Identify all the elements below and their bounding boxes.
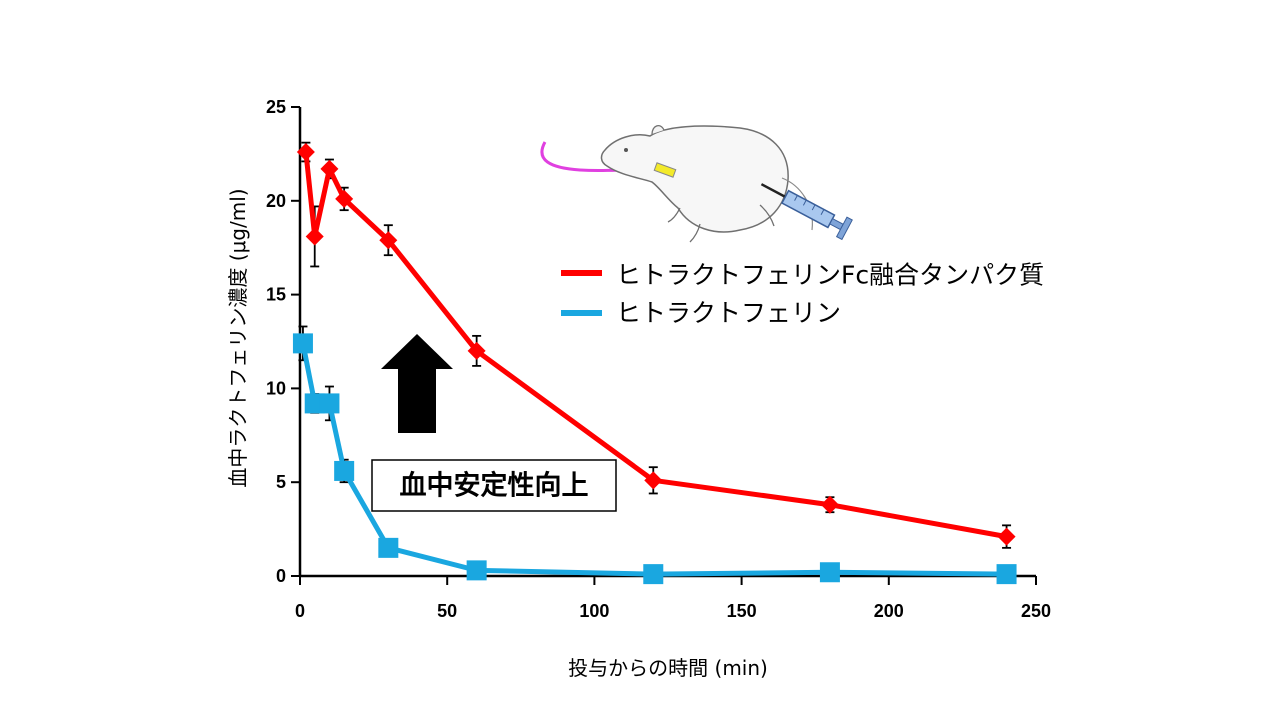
x-tick-label: 150	[727, 601, 757, 621]
data-point	[379, 231, 398, 250]
x-tick-label: 250	[1021, 601, 1051, 621]
syringe-icon	[760, 183, 853, 241]
x-axis-title: 投与からの時間 (min)	[568, 656, 768, 680]
data-point	[320, 159, 339, 178]
series-layer	[292, 141, 1017, 585]
y-tick-label: 15	[266, 285, 286, 305]
up-arrow-icon	[381, 334, 453, 433]
data-point	[820, 495, 839, 514]
data-point	[819, 562, 840, 583]
data-point	[997, 527, 1016, 546]
data-point	[644, 471, 663, 490]
x-tick-label: 0	[295, 601, 305, 621]
y-axis: 0 5 10 15 20 25	[266, 97, 302, 586]
annotation-text: 血中安定性向上	[400, 470, 589, 502]
y-tick-label: 10	[266, 378, 286, 398]
data-point	[296, 143, 315, 162]
y-axis-title: 血中ラクトフェリン濃度 (μg/ml)	[226, 188, 250, 487]
legend-label-lf: ヒトラクトフェリン	[616, 299, 841, 328]
x-tick-label: 100	[579, 601, 609, 621]
x-tick-label: 200	[874, 601, 904, 621]
y-tick-label: 0	[276, 566, 286, 586]
y-tick-label: 20	[266, 191, 286, 211]
series-lactoferrin	[292, 325, 1017, 585]
data-point	[996, 564, 1017, 585]
y-tick-label: 5	[276, 472, 286, 492]
x-tick-label: 50	[437, 601, 457, 621]
data-point	[643, 564, 664, 585]
legend-item-fc: ヒトラクトフェリンFc融合タンパク質	[561, 261, 1044, 290]
x-axis: 0 50 100 150 200 250	[295, 574, 1051, 621]
data-point	[292, 333, 313, 354]
data-point	[334, 460, 355, 481]
legend-label-fc: ヒトラクトフェリンFc融合タンパク質	[616, 261, 1044, 290]
series-fc-fusion	[296, 141, 1016, 549]
legend-item-lf: ヒトラクトフェリン	[561, 299, 841, 328]
annotation-box	[371, 459, 617, 512]
data-point	[319, 393, 340, 414]
data-point	[305, 227, 324, 246]
data-point	[335, 189, 354, 208]
data-point	[378, 537, 399, 558]
data-point	[466, 560, 487, 581]
y-tick-label: 25	[266, 97, 286, 117]
legend: ヒトラクトフェリンFc融合タンパク質 ヒトラクトフェリン	[561, 261, 1044, 328]
rat-icon	[600, 125, 813, 243]
data-point	[467, 341, 486, 360]
rat-illustration	[540, 125, 853, 243]
